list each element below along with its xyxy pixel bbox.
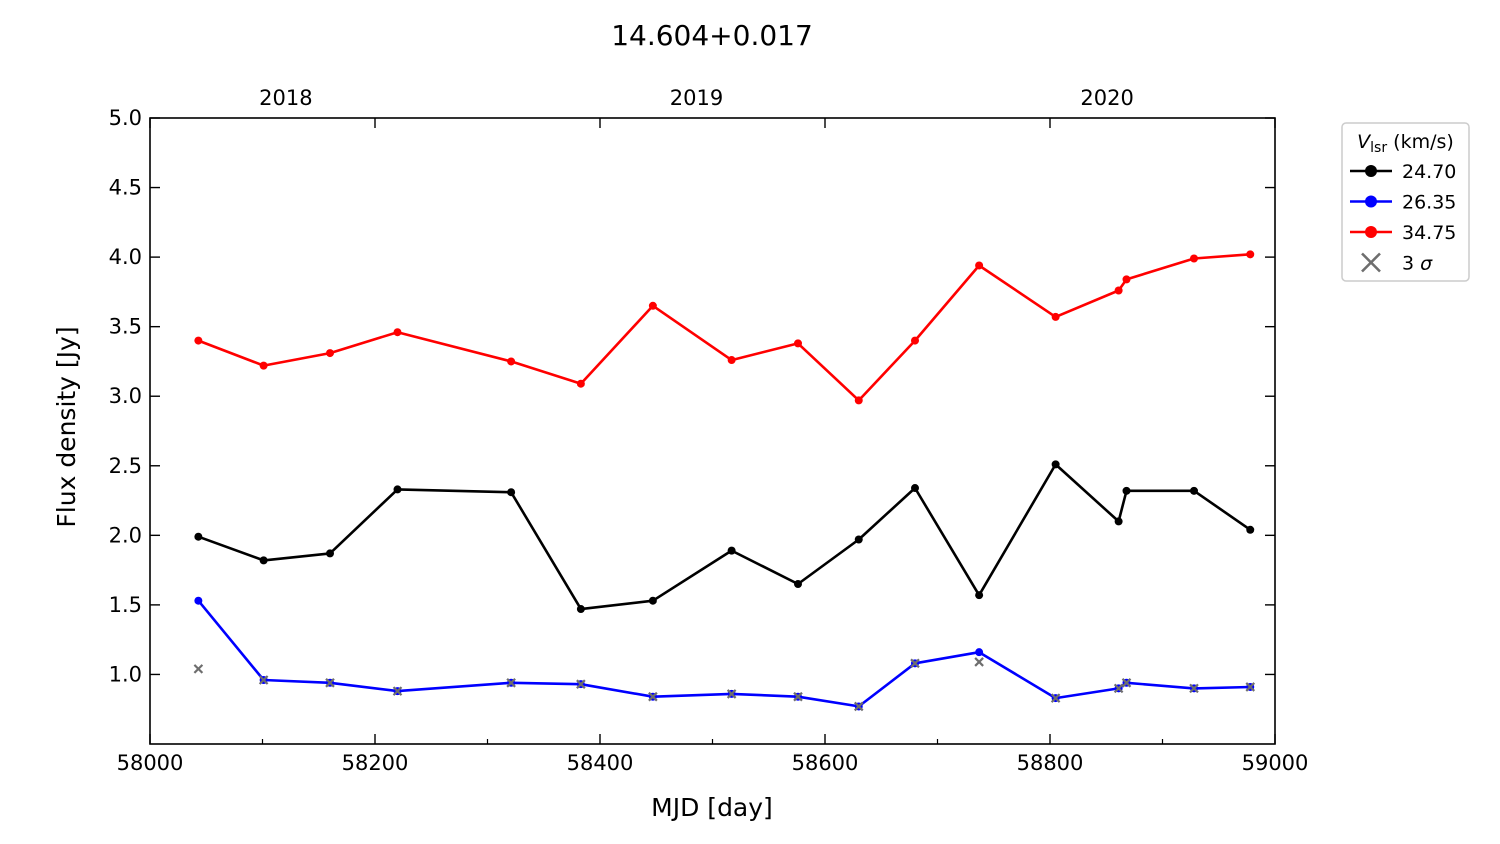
legend-title: Vlsr (km/s) <box>1357 131 1454 156</box>
data-point <box>507 488 516 497</box>
data-point <box>854 396 863 405</box>
plot-frame <box>149 117 1276 745</box>
data-point <box>975 261 984 270</box>
data-point <box>911 484 919 493</box>
y-tick-label: 5.0 <box>109 106 142 130</box>
data-point <box>975 648 984 657</box>
data-point <box>393 485 402 494</box>
sigma-marker <box>1113 683 1124 694</box>
x-tick-label: 58200 <box>342 751 409 775</box>
legend-label-sigma: 3 σ <box>1402 253 1433 275</box>
top-year-label: 2018 <box>259 86 312 110</box>
data-point <box>1246 525 1255 534</box>
series-line-3 <box>197 253 1251 402</box>
data-point <box>794 580 802 589</box>
data-point <box>1114 517 1123 526</box>
data-point <box>259 361 268 370</box>
legend-entry: 26.35 <box>1350 192 1456 214</box>
y-tick-label: 4.5 <box>109 176 142 200</box>
legend-label: 24.70 <box>1402 161 1456 183</box>
legend: Vlsr (km/s) 24.70 26.35 34.75 3 σ <box>1341 122 1470 282</box>
y-tick-label: 1.0 <box>109 662 142 686</box>
data-point <box>727 546 736 555</box>
sigma-marker <box>910 658 920 669</box>
sigma-marker <box>1050 693 1061 703</box>
sigma-marker <box>1121 678 1132 688</box>
data-point <box>1051 460 1060 469</box>
x-tick-label: 58800 <box>1017 751 1084 775</box>
sigma-marker <box>793 691 803 702</box>
data-point <box>576 379 585 388</box>
y-axis-title: Flux density [Jy] <box>52 326 81 527</box>
x-tick-label: 59000 <box>1242 751 1309 775</box>
y-tick-label: 3.5 <box>109 315 142 339</box>
x-tick-label: 58600 <box>792 751 859 775</box>
x-tick-label: 58400 <box>567 751 634 775</box>
sigma-marker <box>258 675 269 685</box>
sigma-marker <box>193 664 204 674</box>
data-point <box>326 549 334 558</box>
data-point <box>1122 275 1131 284</box>
data-point <box>975 591 984 600</box>
legend-entry: 24.70 <box>1350 161 1456 183</box>
sigma-marker <box>576 679 586 689</box>
series-layer <box>194 250 1255 711</box>
legend-label: 26.35 <box>1402 192 1456 214</box>
data-point <box>648 596 657 605</box>
sigma-marker <box>853 701 864 712</box>
data-point <box>194 596 203 605</box>
sigma-marker <box>726 689 737 699</box>
sigma-marker <box>648 691 658 702</box>
series-line-1 <box>197 463 1252 611</box>
legend-label: 34.75 <box>1402 222 1456 244</box>
top-year-label: 2020 <box>1080 86 1133 110</box>
x-tick-label: 58000 <box>117 751 184 775</box>
data-point <box>1122 486 1131 495</box>
chart-title: 14.604+0.017 <box>611 19 813 52</box>
sigma-marker <box>1245 682 1256 692</box>
y-tick-label: 3.0 <box>109 384 142 408</box>
y-tick-label: 1.5 <box>109 593 142 617</box>
data-point <box>854 535 863 544</box>
x-axis-title: MJD [day] <box>651 793 773 822</box>
top-year-label: 2019 <box>670 86 723 110</box>
series-line-2 <box>197 599 1251 708</box>
data-point <box>576 605 585 614</box>
y-tick-label: 4.0 <box>109 245 142 269</box>
data-point <box>727 356 736 365</box>
sigma-marker <box>974 657 984 667</box>
data-point <box>194 336 203 345</box>
data-point <box>1190 254 1198 263</box>
data-point <box>1246 250 1255 259</box>
sigma-marker <box>506 678 516 688</box>
data-point <box>259 556 268 565</box>
sigma-marker <box>1189 683 1199 694</box>
y-tick-label: 2.5 <box>109 454 142 478</box>
data-point <box>911 336 919 345</box>
sigma-markers <box>193 657 1256 712</box>
data-point <box>1051 312 1060 321</box>
data-point <box>393 328 402 337</box>
data-point <box>794 339 802 348</box>
data-point <box>1114 286 1123 295</box>
legend-box <box>1341 122 1470 282</box>
legend-entry: 34.75 <box>1350 222 1456 244</box>
data-point <box>194 532 203 541</box>
sigma-marker <box>325 678 335 688</box>
data-point <box>507 357 516 366</box>
data-point <box>326 349 334 358</box>
data-point <box>648 301 657 310</box>
sigma-marker <box>392 686 403 696</box>
legend-entry-sigma: 3 σ <box>1361 253 1433 275</box>
axis-ticks: 58000 58200 58400 58600 58800 59000 1.0 1.5 2.0 2… <box>109 86 1309 775</box>
y-tick-label: 2.0 <box>109 523 142 547</box>
data-point <box>1190 486 1198 495</box>
